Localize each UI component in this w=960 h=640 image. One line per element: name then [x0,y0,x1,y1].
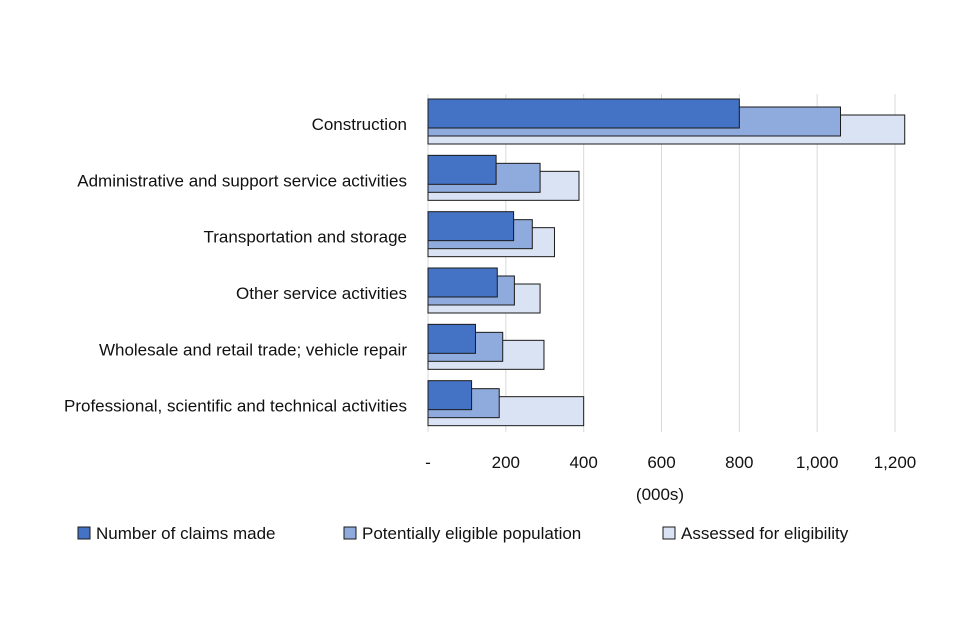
x-tick-label: 200 [492,453,520,472]
x-tick-label: - [425,453,431,472]
category-label: Other service activities [236,284,407,303]
gridlines [427,94,896,432]
x-tick-label: 600 [647,453,675,472]
bar-number-of-claims-made [427,380,473,411]
x-axis-title: (000s) [636,485,684,504]
x-tick-label: 1,200 [874,453,917,472]
category-label: Administrative and support service activ… [77,171,407,190]
category-label: Professional, scientific and technical a… [64,397,407,416]
bar-number-of-claims-made [427,98,740,129]
x-tick-label: 1,000 [796,453,839,472]
category-label: Construction [312,115,407,134]
x-axis-tick-labels: - 200 400 600 800 1,000 1,200 [425,453,916,472]
bar-number-of-claims-made [427,154,497,185]
legend-swatch [77,526,91,540]
bar-number-of-claims-made [427,211,515,242]
legend: Number of claims made Potentially eligibl… [77,524,849,543]
category-label: Wholesale and retail trade; vehicle repa… [99,340,407,359]
x-tick-label: 400 [569,453,597,472]
x-tick-label: 800 [725,453,753,472]
legend-swatch [662,526,676,540]
bar-number-of-claims-made [427,267,498,298]
category-label: Transportation and storage [204,228,408,247]
legend-label: Number of claims made [96,524,276,543]
legend-swatch [343,526,357,540]
legend-label: Potentially eligible population [362,524,581,543]
legend-label: Assessed for eligibility [681,524,849,543]
bar-number-of-claims-made [427,323,476,354]
bars [427,98,906,427]
category-labels: Construction Administrative and support s… [64,115,407,416]
